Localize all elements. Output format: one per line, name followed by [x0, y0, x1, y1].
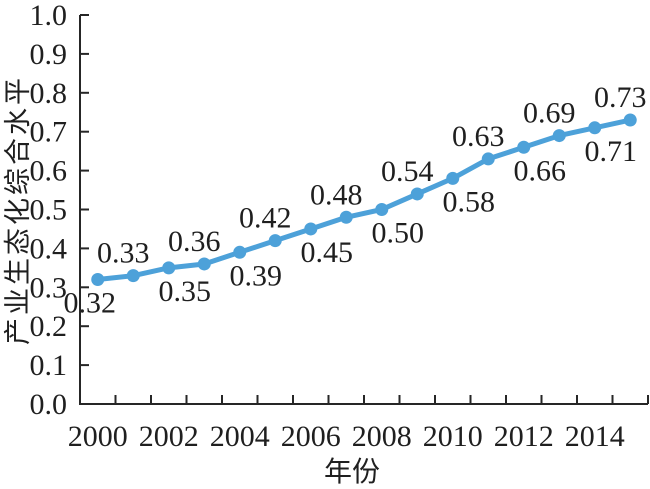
data-series	[91, 113, 637, 287]
data-point-label: 0.73	[594, 81, 647, 114]
data-point-marker	[552, 129, 566, 143]
data-point-label: 0.69	[523, 97, 576, 130]
data-point-label: 0.45	[301, 236, 354, 269]
data-point-marker	[197, 257, 211, 271]
data-point-marker	[481, 152, 495, 166]
x-tick-label: 2008	[352, 420, 412, 453]
data-point-marker	[375, 203, 389, 216]
y-tick-label: 0.1	[30, 349, 68, 382]
y-tick-label: 0.4	[30, 232, 68, 265]
data-point-label: 0.39	[230, 259, 283, 292]
y-tick-label: 1.0	[30, 0, 68, 32]
data-point-label: 0.35	[159, 275, 212, 308]
data-point-marker	[162, 261, 176, 275]
data-point-marker	[588, 121, 602, 135]
x-axis-title: 年份	[324, 456, 380, 488]
y-tick-label: 0.5	[30, 194, 68, 227]
x-tick-label: 2014	[565, 420, 625, 453]
data-point-label: 0.66	[514, 154, 567, 187]
x-tick-label: 2006	[281, 420, 341, 453]
data-point-label: 0.71	[585, 135, 638, 168]
data-labels: 0.32 0.33 0.35 0.36 0.39 0.42 0.45 0.48 0.50 0.54…	[64, 81, 647, 319]
y-axis-ticks: 0.0 0.1 0.2 0.3 0.4 0.5 0.6 0.7 0.8 0.9 1.0	[30, 0, 89, 421]
y-tick-label: 0.2	[30, 310, 68, 343]
data-point-marker	[517, 140, 531, 154]
data-point-label: 0.33	[97, 237, 150, 270]
data-point-marker	[91, 273, 105, 287]
y-tick-label: 0.3	[30, 271, 68, 304]
axis-lines	[79, 15, 648, 405]
x-tick-label: 2002	[139, 420, 199, 453]
x-axis-ticks: 2000 2002 2004 2006 2008 2010 2012 2014	[68, 395, 649, 453]
data-point-marker	[268, 234, 282, 248]
data-point-marker	[339, 210, 353, 224]
y-tick-label: 0.0	[30, 388, 68, 421]
data-point-marker	[446, 171, 460, 185]
y-tick-label: 0.8	[30, 77, 68, 110]
data-point-label: 0.32	[64, 287, 117, 320]
y-tick-label: 0.7	[30, 116, 68, 149]
data-point-label: 0.48	[310, 178, 363, 211]
data-point-marker	[304, 222, 318, 236]
y-tick-label: 0.9	[30, 38, 68, 71]
data-point-label: 0.63	[452, 120, 505, 153]
data-point-marker	[410, 187, 424, 201]
data-point-label: 0.54	[381, 155, 434, 188]
axis-line	[79, 15, 648, 405]
x-tick-label: 2012	[494, 420, 554, 453]
y-tick-label: 0.6	[30, 155, 68, 188]
data-point-marker	[233, 245, 247, 259]
data-point-label: 0.42	[239, 202, 292, 235]
x-tick-label: 2000	[68, 420, 128, 453]
x-tick-label: 2010	[423, 420, 483, 453]
data-point-label: 0.50	[372, 217, 425, 250]
y-axis-title: 产业生态化综合水平	[3, 75, 33, 345]
data-point-label: 0.36	[168, 225, 221, 258]
data-point-label: 0.58	[443, 185, 496, 218]
data-point-marker	[126, 269, 140, 283]
data-point-marker	[623, 113, 637, 127]
x-tick-label: 2004	[210, 420, 270, 453]
series-line	[95, 117, 633, 283]
